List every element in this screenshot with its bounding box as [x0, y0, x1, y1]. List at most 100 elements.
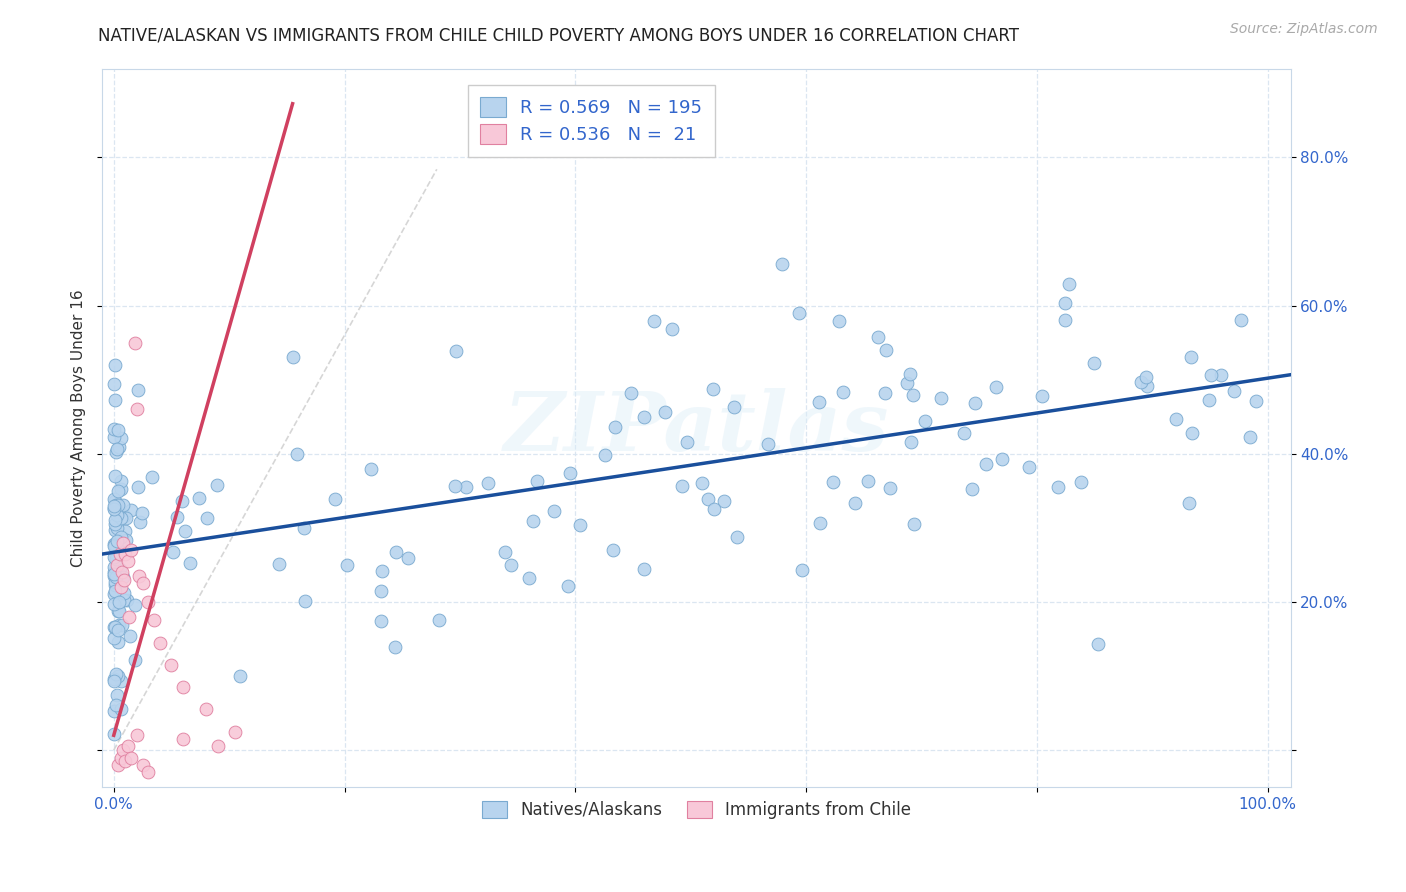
- Point: [205, 478, 228, 492]
- Point: [661, 322, 683, 336]
- Point: [125, 728, 148, 742]
- Point: [179, 556, 201, 570]
- Point: [120, 750, 142, 764]
- Point: [110, 511, 132, 525]
- Text: ZIPatlas: ZIPatlas: [503, 388, 889, 467]
- Point: [103, 568, 125, 582]
- Point: [370, 614, 392, 628]
- Point: [1209, 368, 1232, 382]
- Point: [494, 544, 516, 558]
- Point: [1178, 496, 1201, 510]
- Point: [569, 517, 592, 532]
- Point: [111, 507, 134, 521]
- Point: [104, 444, 127, 458]
- Point: [477, 476, 499, 491]
- Point: [787, 306, 810, 320]
- Point: [1230, 313, 1253, 327]
- Point: [103, 376, 125, 391]
- Point: [269, 557, 291, 571]
- Point: [1031, 388, 1053, 402]
- Point: [1246, 394, 1268, 409]
- Point: [1164, 412, 1187, 426]
- Point: [1239, 429, 1261, 443]
- Point: [224, 724, 246, 739]
- Point: [114, 754, 136, 768]
- Point: [112, 573, 135, 587]
- Point: [131, 758, 153, 772]
- Point: [105, 521, 128, 535]
- Point: [117, 554, 139, 568]
- Legend: Natives/Alaskans, Immigrants from Chile: Natives/Alaskans, Immigrants from Chile: [475, 794, 918, 826]
- Point: [108, 562, 131, 576]
- Point: [1087, 637, 1109, 651]
- Point: [965, 396, 987, 410]
- Point: [103, 619, 125, 633]
- Point: [499, 558, 522, 572]
- Point: [903, 388, 925, 402]
- Point: [131, 506, 153, 520]
- Point: [396, 551, 419, 566]
- Point: [828, 314, 851, 328]
- Point: [900, 435, 922, 450]
- Point: [807, 394, 830, 409]
- Point: [103, 549, 125, 564]
- Point: [557, 579, 579, 593]
- Point: [110, 673, 132, 688]
- Point: [138, 765, 160, 780]
- Point: [103, 587, 125, 601]
- Point: [104, 667, 127, 681]
- Point: [104, 468, 127, 483]
- Point: [336, 558, 359, 573]
- Point: [360, 462, 382, 476]
- Text: Source: ZipAtlas.com: Source: ZipAtlas.com: [1230, 22, 1378, 37]
- Point: [292, 521, 315, 535]
- Point: [1223, 384, 1246, 398]
- Point: [1046, 479, 1069, 493]
- Point: [108, 547, 131, 561]
- Point: [953, 425, 976, 440]
- Point: [108, 440, 131, 454]
- Point: [703, 502, 725, 516]
- Point: [633, 410, 655, 425]
- Point: [702, 382, 724, 396]
- Point: [725, 531, 748, 545]
- Point: [111, 743, 134, 757]
- Point: [831, 384, 853, 399]
- Point: [110, 750, 132, 764]
- Point: [844, 495, 866, 509]
- Point: [162, 545, 184, 559]
- Point: [120, 543, 142, 558]
- Point: [111, 535, 134, 549]
- Point: [188, 491, 211, 505]
- Point: [385, 545, 408, 559]
- Point: [1129, 375, 1152, 389]
- Point: [104, 523, 127, 537]
- Point: [110, 702, 132, 716]
- Point: [110, 580, 132, 594]
- Point: [1053, 313, 1076, 327]
- Point: [103, 567, 125, 582]
- Point: [446, 343, 468, 358]
- Point: [111, 566, 134, 580]
- Point: [384, 640, 406, 655]
- Point: [110, 530, 132, 544]
- Point: [112, 508, 135, 523]
- Point: [104, 358, 127, 372]
- Point: [1135, 370, 1157, 384]
- Point: [103, 499, 125, 513]
- Point: [107, 623, 129, 637]
- Point: [990, 452, 1012, 467]
- Point: [103, 566, 125, 580]
- Point: [172, 493, 194, 508]
- Point: [124, 335, 146, 350]
- Point: [107, 595, 129, 609]
- Point: [105, 442, 128, 456]
- Point: [107, 604, 129, 618]
- Point: [633, 562, 655, 576]
- Point: [1198, 393, 1220, 408]
- Point: [197, 510, 219, 524]
- Point: [1057, 277, 1080, 292]
- Point: [103, 727, 125, 741]
- Point: [104, 499, 127, 513]
- Point: [104, 577, 127, 591]
